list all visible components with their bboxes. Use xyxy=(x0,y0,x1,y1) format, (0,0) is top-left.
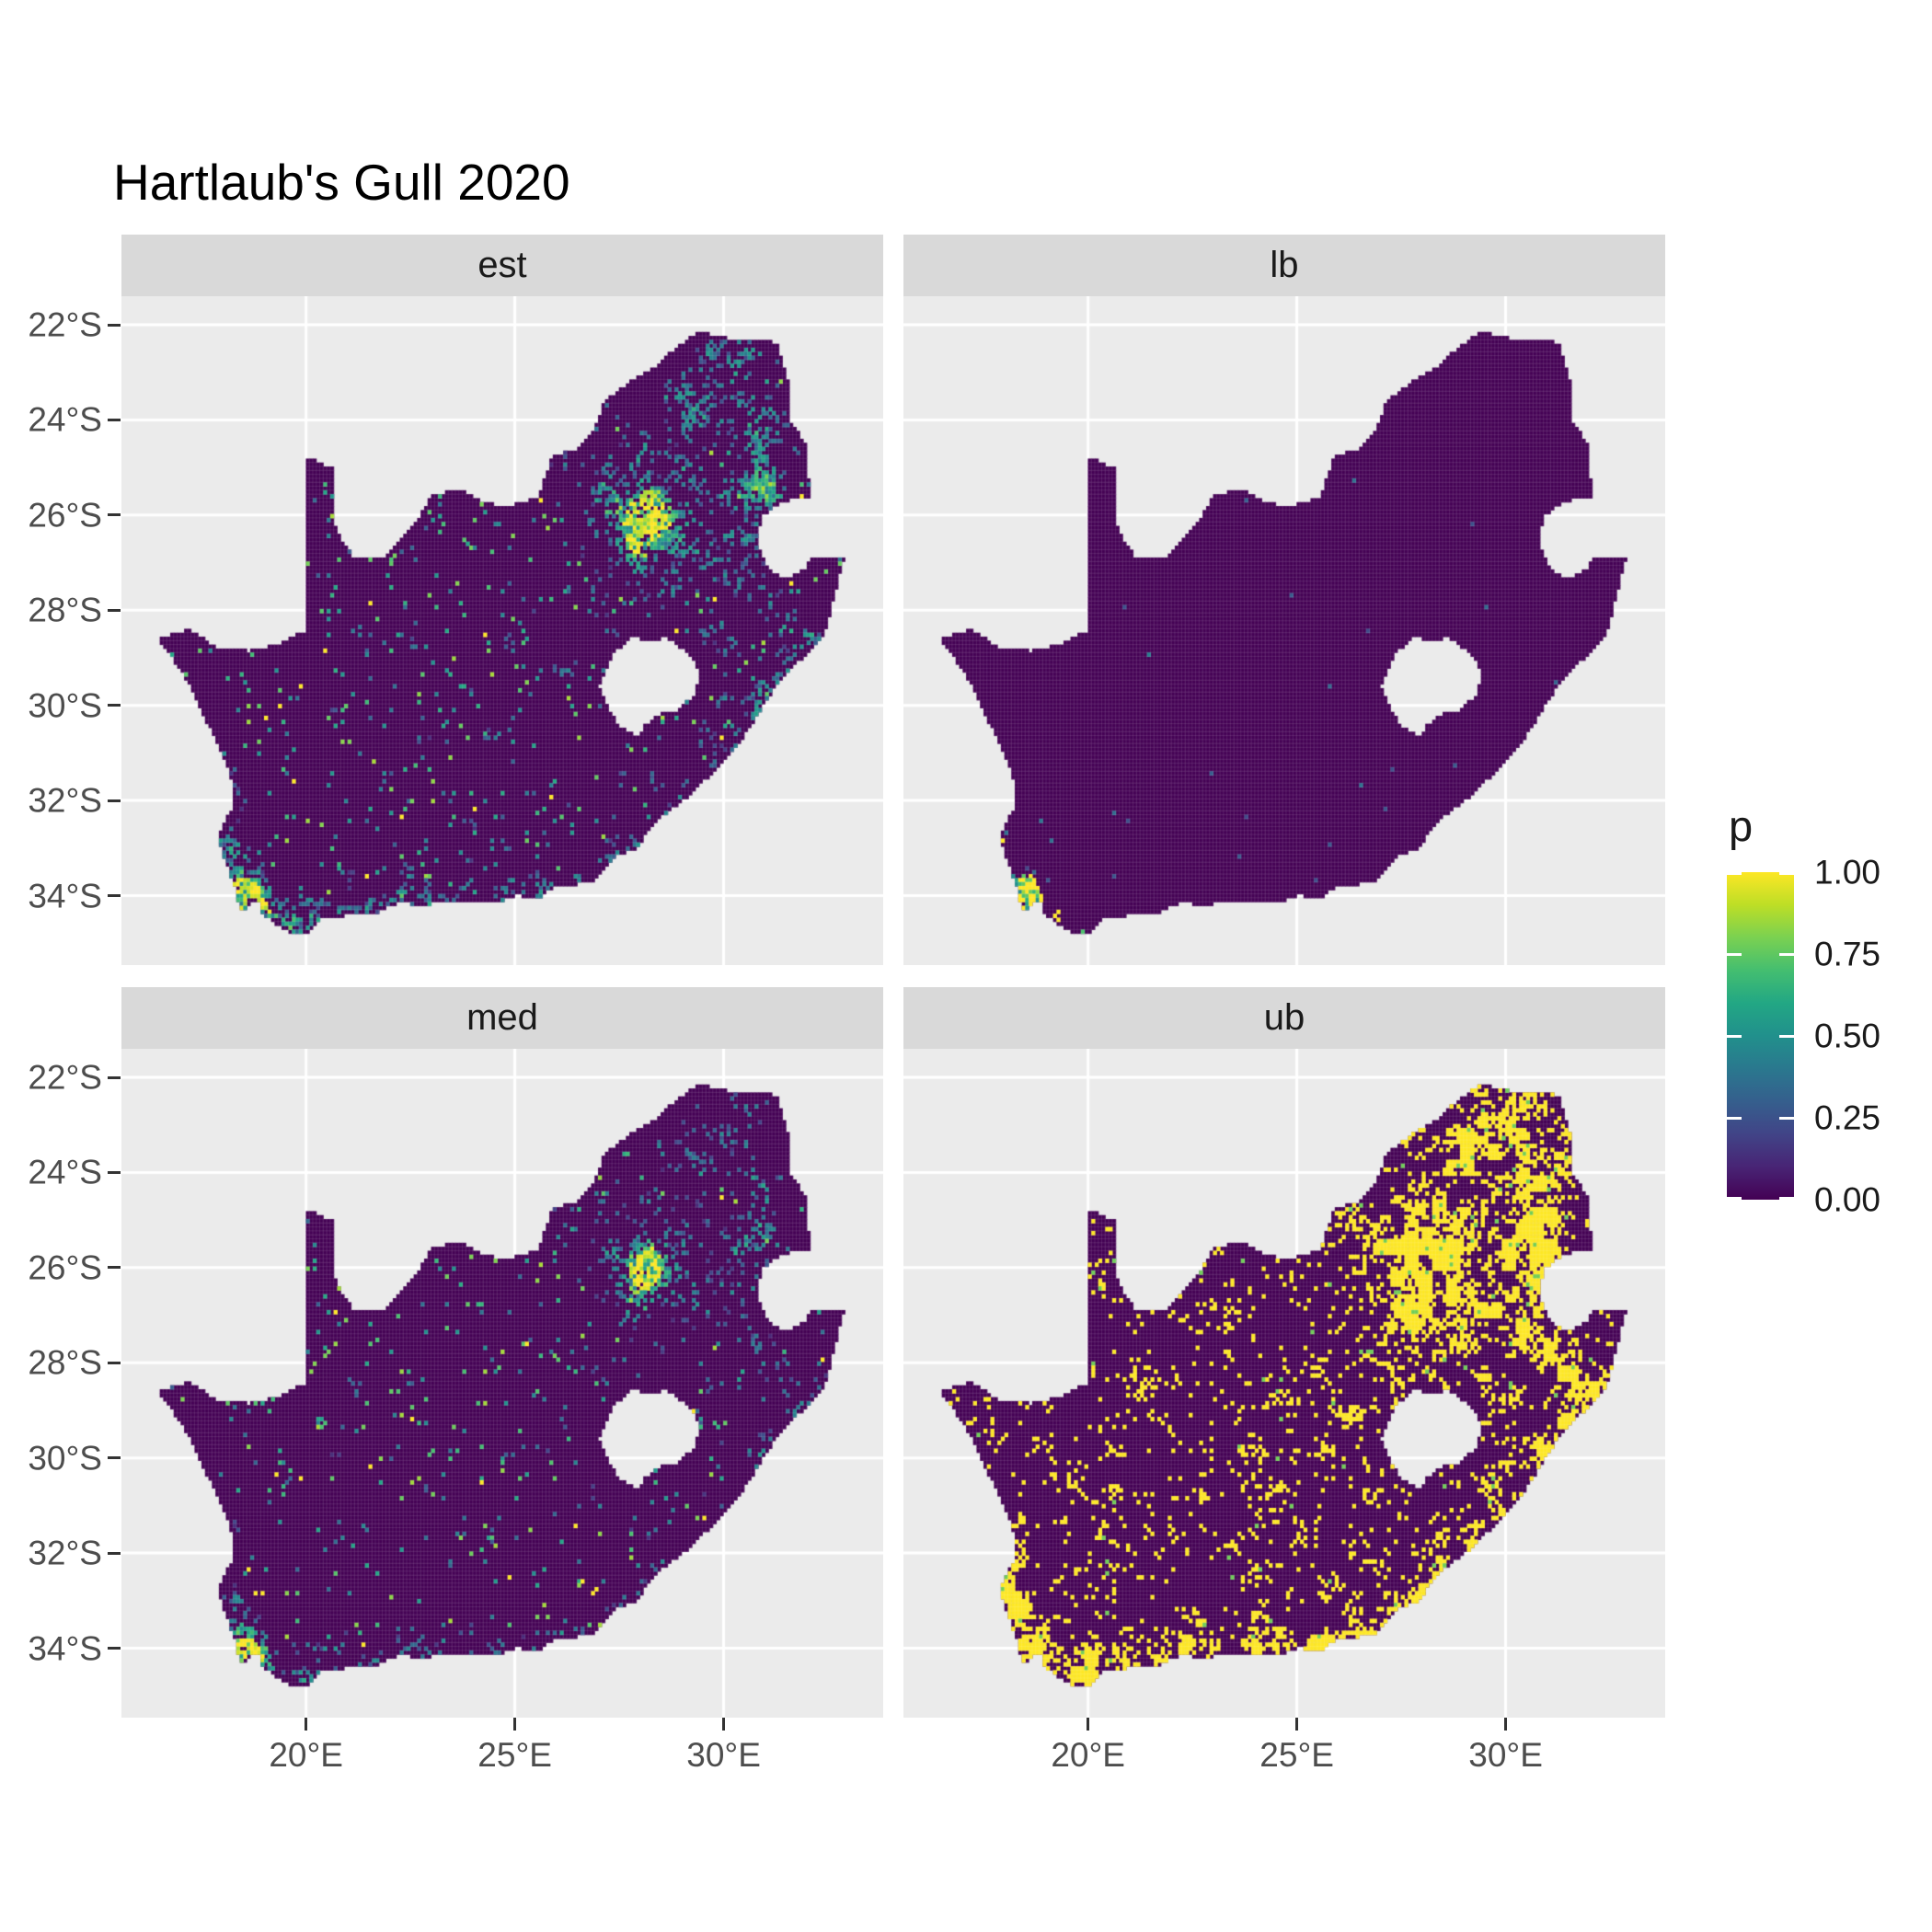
plot-title: Hartlaub's Gull 2020 xyxy=(113,154,570,211)
facet-strip-lb: lb xyxy=(903,235,1665,296)
legend-tick xyxy=(1779,1116,1794,1120)
y-axis-tick xyxy=(108,799,121,802)
legend-tick xyxy=(1779,871,1794,875)
x-axis-label: 30°E xyxy=(1468,1736,1543,1774)
legend-tick xyxy=(1779,1196,1794,1200)
y-axis-tick xyxy=(108,704,121,707)
legend-title: p xyxy=(1729,801,1754,850)
legend-label: 0.75 xyxy=(1814,935,1881,973)
x-axis-label: 30°E xyxy=(686,1736,761,1774)
x-axis-label: 20°E xyxy=(269,1736,343,1774)
x-axis-tick xyxy=(513,1718,517,1731)
legend-tick xyxy=(1727,1034,1742,1038)
facet-map-ub xyxy=(903,1049,1665,1718)
facet-map-est xyxy=(121,296,883,965)
y-axis-tick xyxy=(108,1456,121,1460)
y-axis-label: 30°S xyxy=(28,1439,102,1478)
legend-tick xyxy=(1727,871,1742,875)
y-axis-label: 34°S xyxy=(28,877,102,914)
facet-strip-est-label: est xyxy=(477,245,527,285)
y-axis-label: 34°S xyxy=(28,1629,102,1667)
x-axis-tick xyxy=(1295,1718,1299,1731)
x-axis-label: 25°E xyxy=(1259,1736,1334,1774)
facet-strip-ub: ub xyxy=(903,987,1665,1049)
y-axis-tick xyxy=(108,608,121,612)
y-axis-tick xyxy=(108,1170,121,1174)
x-axis-tick xyxy=(722,1718,726,1731)
legend-tick xyxy=(1727,1196,1742,1200)
legend-tick xyxy=(1779,1034,1794,1038)
y-axis-tick xyxy=(108,1075,121,1079)
legend-tick xyxy=(1779,952,1794,956)
x-axis-label: 20°E xyxy=(1051,1736,1125,1774)
y-axis-label: 28°S xyxy=(28,1343,102,1382)
y-axis-tick xyxy=(108,323,121,327)
legend-label: 0.50 xyxy=(1814,1017,1881,1055)
legend-tick xyxy=(1727,952,1742,956)
facet-strip-med: med xyxy=(121,987,883,1049)
legend-label: 0.25 xyxy=(1814,1098,1881,1137)
x-axis-tick xyxy=(305,1718,308,1731)
y-axis-label: 24°S xyxy=(28,1153,102,1191)
legend-label: 0.00 xyxy=(1814,1180,1881,1219)
legend-label: 1.00 xyxy=(1814,853,1881,891)
y-axis-label: 26°S xyxy=(28,496,102,535)
facet-map-med xyxy=(121,1049,883,1718)
facet-strip-est: est xyxy=(121,235,883,296)
facet-strip-med-label: med xyxy=(466,997,538,1038)
x-axis-tick xyxy=(1087,1718,1090,1731)
y-axis-label: 30°S xyxy=(28,686,102,725)
y-axis-tick xyxy=(108,418,121,421)
y-axis-tick xyxy=(108,1551,121,1555)
y-axis-tick xyxy=(108,1647,121,1650)
y-axis-tick xyxy=(108,513,121,517)
legend-tick xyxy=(1727,1116,1742,1120)
y-axis-label: 32°S xyxy=(28,781,102,820)
y-axis-label: 22°S xyxy=(28,305,102,344)
y-axis-label: 24°S xyxy=(28,400,102,439)
facet-strip-ub-label: ub xyxy=(1263,997,1305,1038)
facet-map-lb xyxy=(903,296,1665,965)
y-axis-tick xyxy=(108,1361,121,1364)
x-axis-label: 25°E xyxy=(477,1736,552,1774)
x-axis-tick xyxy=(1504,1718,1508,1731)
y-axis-tick xyxy=(108,1266,121,1270)
y-axis-label: 32°S xyxy=(28,1534,102,1572)
y-axis-label: 28°S xyxy=(28,591,102,629)
y-axis-tick xyxy=(108,894,121,897)
facet-strip-lb-label: lb xyxy=(1270,245,1299,285)
y-axis-label: 22°S xyxy=(28,1058,102,1097)
y-axis-label: 26°S xyxy=(28,1248,102,1287)
